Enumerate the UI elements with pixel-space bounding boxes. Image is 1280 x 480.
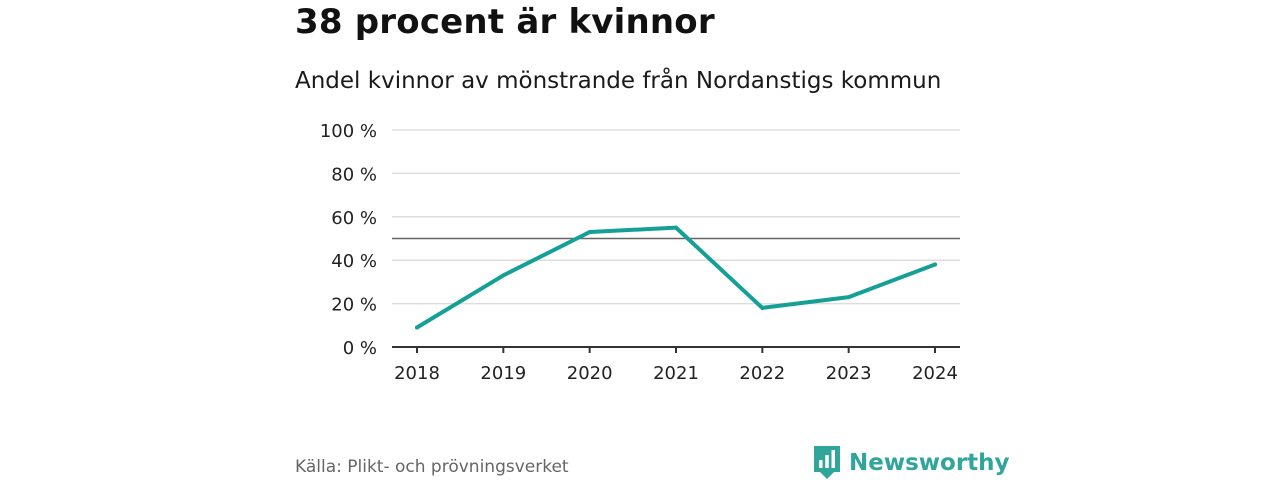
x-tick-label: 2021	[653, 363, 699, 384]
newsworthy-logo-icon	[814, 446, 840, 479]
line-chart: 0 % 20 % 40 % 60 % 80 % 100 % 2018 2019 2020 2021…	[320, 121, 960, 384]
x-tick-label: 2019	[480, 363, 526, 384]
y-tick-label: 60 %	[331, 208, 377, 229]
chart-subtitle: Andel kvinnor av mönstrande från Nordans…	[295, 68, 942, 94]
y-tick-label: 80 %	[331, 164, 377, 185]
x-tick-label: 2020	[567, 363, 613, 384]
y-tick-label: 20 %	[331, 295, 377, 316]
x-tick-label: 2023	[826, 363, 872, 384]
series-line	[415, 225, 937, 330]
chart-card: 38 procent är kvinnor Andel kvinnor av m…	[295, 0, 1010, 480]
chart-title: 38 procent är kvinnor	[295, 2, 715, 42]
y-tick-label: 40 %	[331, 251, 377, 272]
y-tick-label: 0 %	[343, 338, 377, 359]
data-point	[587, 229, 592, 234]
data-point	[415, 325, 419, 330]
x-tick-label: 2018	[394, 363, 440, 384]
data-point	[501, 273, 506, 278]
x-tick-label: 2024	[912, 363, 958, 384]
y-tick-label: 100 %	[320, 121, 377, 142]
data-point	[933, 262, 937, 267]
source-note: Källa: Plikt- och prövningsverket	[295, 457, 569, 477]
data-point	[674, 225, 678, 230]
brand-name: Newsworthy	[849, 450, 1010, 476]
x-tick-label: 2022	[739, 363, 785, 384]
data-point	[760, 305, 765, 310]
brand-logo: Newsworthy	[814, 446, 1010, 480]
data-point	[846, 295, 851, 300]
